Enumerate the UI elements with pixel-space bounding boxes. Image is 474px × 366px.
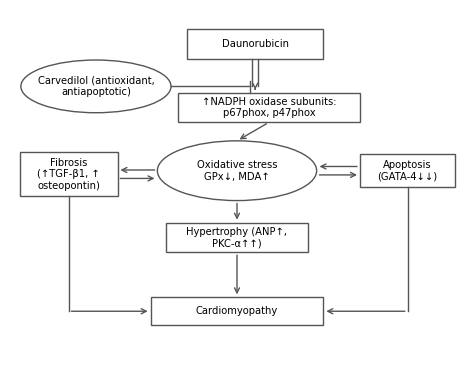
FancyBboxPatch shape	[151, 297, 323, 325]
Ellipse shape	[21, 60, 171, 113]
FancyBboxPatch shape	[187, 29, 323, 59]
Text: Hypertrophy (ANP↑,
PKC-α↑↑): Hypertrophy (ANP↑, PKC-α↑↑)	[186, 227, 288, 248]
Text: Fibrosis
(↑TGF-β1, ↑
osteopontin): Fibrosis (↑TGF-β1, ↑ osteopontin)	[37, 158, 100, 191]
FancyBboxPatch shape	[166, 223, 308, 253]
FancyBboxPatch shape	[178, 93, 360, 122]
Text: Carvedilol (antioxidant,
antiapoptotic): Carvedilol (antioxidant, antiapoptotic)	[37, 75, 155, 97]
Text: Cardiomyopathy: Cardiomyopathy	[196, 306, 278, 316]
Ellipse shape	[157, 141, 317, 201]
Text: ↑NADPH oxidase subunits:
p67phox, p47phox: ↑NADPH oxidase subunits: p67phox, p47pho…	[201, 97, 336, 118]
FancyBboxPatch shape	[20, 152, 118, 196]
Text: Apoptosis
(GATA-4↓↓): Apoptosis (GATA-4↓↓)	[378, 160, 438, 182]
Text: Daunorubicin: Daunorubicin	[222, 39, 289, 49]
Text: Oxidative stress
GPx↓, MDA↑: Oxidative stress GPx↓, MDA↑	[197, 160, 277, 182]
FancyBboxPatch shape	[360, 154, 456, 187]
